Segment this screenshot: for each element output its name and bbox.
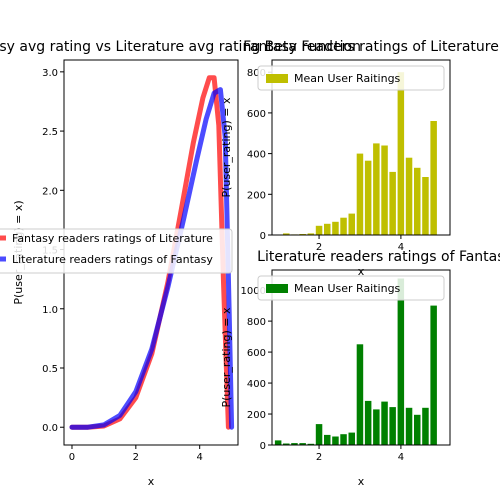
bar <box>373 409 380 445</box>
y-tick-label: 0.5 <box>42 364 58 375</box>
axes-frame <box>271 59 451 236</box>
y-axis-label: P(user_rating) = x <box>220 307 233 408</box>
bar <box>332 436 339 445</box>
bar <box>430 121 437 235</box>
x-tick-label: 4 <box>398 452 404 463</box>
y-tick-label: 200 <box>247 410 266 421</box>
x-axis-label: x <box>148 475 155 488</box>
bar <box>315 225 323 235</box>
bar <box>274 440 282 445</box>
bar <box>422 177 429 235</box>
bar <box>307 233 315 235</box>
bar <box>291 443 298 445</box>
y-tick-label: 200 <box>247 190 266 201</box>
bar <box>364 400 372 445</box>
x-axis-label: x <box>358 265 365 278</box>
legend-label: Mean User Raitings <box>294 72 401 85</box>
bar <box>414 414 421 445</box>
bar <box>299 443 306 445</box>
y-tick-label: 0 <box>260 231 266 242</box>
series-line-1 <box>69 87 235 430</box>
axes-frame <box>271 269 451 446</box>
x-tick-label: 4 <box>398 242 404 253</box>
bar <box>381 145 388 235</box>
chart-title: Literature readers ratings of Fantasy <box>257 249 500 265</box>
bar <box>348 213 355 235</box>
legend-box <box>0 228 233 274</box>
bar <box>414 167 421 235</box>
chart-title: Fantasy readers ratings of Literature <box>243 39 499 55</box>
bar <box>315 424 323 445</box>
y-tick-label: 400 <box>247 379 266 390</box>
x-tick-label: 0 <box>69 452 75 463</box>
bar <box>340 434 347 445</box>
x-tick-label: 2 <box>316 452 322 463</box>
y-tick-label: 1000 <box>241 286 266 297</box>
bar <box>422 407 429 445</box>
literature-ratings-bar-chart: 2 4 0 200 400 600 800 x P(user_rating) = x Mean U… <box>220 39 499 278</box>
beta-function-plot: 0240.00.51.01.52.02.53.0xP(user_rating) … <box>0 39 361 488</box>
bar <box>430 305 437 445</box>
y-tick-label: 0.0 <box>42 423 58 434</box>
bar <box>348 432 355 445</box>
legend-box <box>257 65 445 91</box>
legend-swatch <box>266 74 288 83</box>
y-tick-label: 600 <box>247 109 266 120</box>
y-tick-label: 800 <box>247 317 266 328</box>
bar <box>324 434 331 445</box>
x-tick-label: 2 <box>316 242 322 253</box>
y-tick-label: 2.0 <box>42 186 58 197</box>
x-tick-label: 2 <box>133 452 139 463</box>
bar <box>307 443 315 445</box>
bar <box>324 223 331 235</box>
bar <box>364 160 372 235</box>
fantasy-ratings-bar-chart: 2 4 0 200 400 600 800 1000 x P(user_rating) = x Me… <box>220 249 500 488</box>
x-tick-label: 4 <box>197 452 203 463</box>
bar <box>389 171 396 235</box>
y-tick-label: 400 <box>247 150 266 161</box>
y-tick-label: 1.0 <box>42 305 58 316</box>
bar <box>397 72 405 235</box>
bar <box>283 443 290 445</box>
legend-label: Mean User Raitings <box>294 282 401 295</box>
bar <box>373 143 380 235</box>
bar <box>356 153 364 235</box>
y-tick-label: 2.5 <box>42 127 58 138</box>
y-tick-label: 800 <box>247 68 266 79</box>
bar <box>332 221 339 235</box>
bar <box>340 217 347 235</box>
bar <box>405 407 413 445</box>
y-tick-label: 3.0 <box>42 68 58 79</box>
bar <box>356 344 364 445</box>
bar <box>397 278 405 445</box>
y-tick-label: 600 <box>247 348 266 359</box>
bar <box>405 157 413 235</box>
y-tick-label: 0 <box>260 441 266 452</box>
y-axis-label: P(user_rating) = x <box>220 97 233 198</box>
bar <box>381 401 388 445</box>
legend-label: Fantasy readers ratings of Literature <box>12 232 213 245</box>
legend-swatch <box>266 284 288 293</box>
legend-label: Literature readers ratings of Fantasy <box>12 253 213 266</box>
bar <box>283 233 290 235</box>
x-axis-label: x <box>358 475 365 488</box>
legend-box <box>257 275 445 301</box>
chart-title: Fantasy avg rating vs Literature avg rat… <box>0 39 361 55</box>
bar <box>389 407 396 445</box>
